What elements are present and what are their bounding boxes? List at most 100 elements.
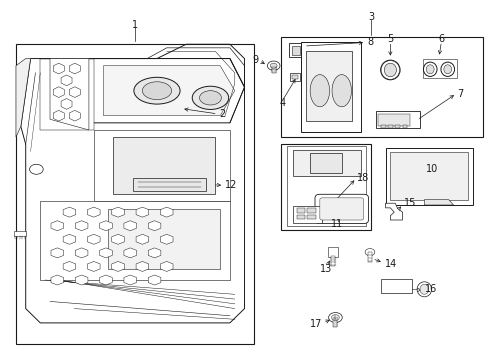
Polygon shape: [123, 275, 136, 285]
Polygon shape: [389, 152, 467, 200]
Polygon shape: [136, 234, 148, 244]
Ellipse shape: [423, 62, 436, 76]
Polygon shape: [21, 59, 244, 323]
Polygon shape: [100, 248, 112, 258]
Polygon shape: [136, 207, 148, 217]
Bar: [380, 125, 385, 128]
Text: 16: 16: [425, 284, 437, 294]
Polygon shape: [112, 234, 124, 244]
Text: 7: 7: [457, 89, 463, 99]
Polygon shape: [136, 261, 148, 271]
Circle shape: [331, 315, 339, 320]
Ellipse shape: [443, 65, 451, 74]
Polygon shape: [75, 275, 88, 285]
Polygon shape: [40, 59, 94, 130]
Bar: [291, 75, 297, 79]
Circle shape: [30, 164, 43, 174]
Polygon shape: [40, 202, 229, 280]
Polygon shape: [148, 275, 161, 285]
Polygon shape: [53, 111, 64, 121]
Polygon shape: [287, 146, 366, 226]
Bar: [281, 37, 482, 137]
Text: 3: 3: [367, 13, 373, 22]
Polygon shape: [51, 248, 63, 258]
Polygon shape: [75, 221, 88, 231]
Text: 4: 4: [279, 98, 285, 108]
Circle shape: [270, 63, 277, 68]
Ellipse shape: [199, 91, 221, 105]
Polygon shape: [108, 208, 220, 269]
Text: 17: 17: [309, 319, 322, 329]
Ellipse shape: [384, 63, 396, 77]
Ellipse shape: [134, 77, 180, 104]
Bar: [309, 153, 341, 173]
Text: 8: 8: [366, 37, 372, 48]
Bar: [16, 44, 254, 344]
Polygon shape: [51, 275, 63, 285]
Polygon shape: [16, 59, 30, 137]
Ellipse shape: [142, 82, 171, 100]
Bar: [289, 73, 300, 81]
Ellipse shape: [419, 284, 428, 294]
Polygon shape: [63, 234, 76, 244]
Bar: [387, 125, 392, 128]
Polygon shape: [53, 87, 64, 98]
Bar: [375, 111, 419, 128]
Polygon shape: [148, 221, 161, 231]
Polygon shape: [112, 207, 124, 217]
Polygon shape: [160, 261, 173, 271]
Polygon shape: [63, 261, 76, 271]
Text: 13: 13: [320, 264, 332, 274]
Polygon shape: [87, 234, 100, 244]
Polygon shape: [424, 200, 453, 205]
Polygon shape: [61, 99, 72, 109]
Text: 14: 14: [384, 258, 396, 269]
Polygon shape: [132, 178, 205, 191]
Ellipse shape: [192, 86, 228, 109]
Ellipse shape: [309, 75, 329, 107]
Text: 1: 1: [132, 19, 138, 30]
FancyBboxPatch shape: [314, 194, 368, 224]
Bar: [292, 206, 322, 223]
Polygon shape: [103, 66, 234, 116]
Bar: [306, 208, 315, 213]
Polygon shape: [292, 150, 361, 176]
Polygon shape: [123, 221, 136, 231]
Polygon shape: [69, 63, 80, 74]
Text: 5: 5: [386, 34, 393, 44]
Bar: [305, 51, 352, 121]
Bar: [306, 215, 315, 219]
Polygon shape: [69, 87, 80, 98]
Text: 11: 11: [330, 219, 342, 229]
Bar: [288, 43, 302, 57]
Text: 9: 9: [251, 55, 258, 65]
Bar: [368, 252, 371, 262]
Bar: [271, 66, 276, 73]
Text: 12: 12: [224, 180, 237, 190]
Ellipse shape: [426, 65, 433, 74]
Polygon shape: [160, 234, 173, 244]
Polygon shape: [63, 207, 76, 217]
Polygon shape: [53, 63, 64, 74]
FancyBboxPatch shape: [319, 198, 363, 220]
Polygon shape: [301, 42, 361, 132]
Bar: [380, 279, 411, 293]
Text: 18: 18: [357, 173, 369, 183]
Ellipse shape: [331, 75, 351, 107]
Bar: [423, 59, 457, 78]
Polygon shape: [51, 221, 63, 231]
Polygon shape: [123, 248, 136, 258]
Circle shape: [365, 249, 374, 256]
Text: 2: 2: [219, 109, 225, 119]
Text: 6: 6: [437, 34, 444, 44]
Polygon shape: [385, 148, 472, 205]
Polygon shape: [385, 203, 402, 220]
Bar: [281, 144, 370, 230]
Polygon shape: [113, 137, 215, 194]
Ellipse shape: [440, 62, 454, 76]
Text: 10: 10: [425, 164, 437, 174]
Ellipse shape: [416, 282, 431, 297]
Bar: [333, 318, 337, 327]
Bar: [394, 125, 399, 128]
Polygon shape: [100, 275, 112, 285]
